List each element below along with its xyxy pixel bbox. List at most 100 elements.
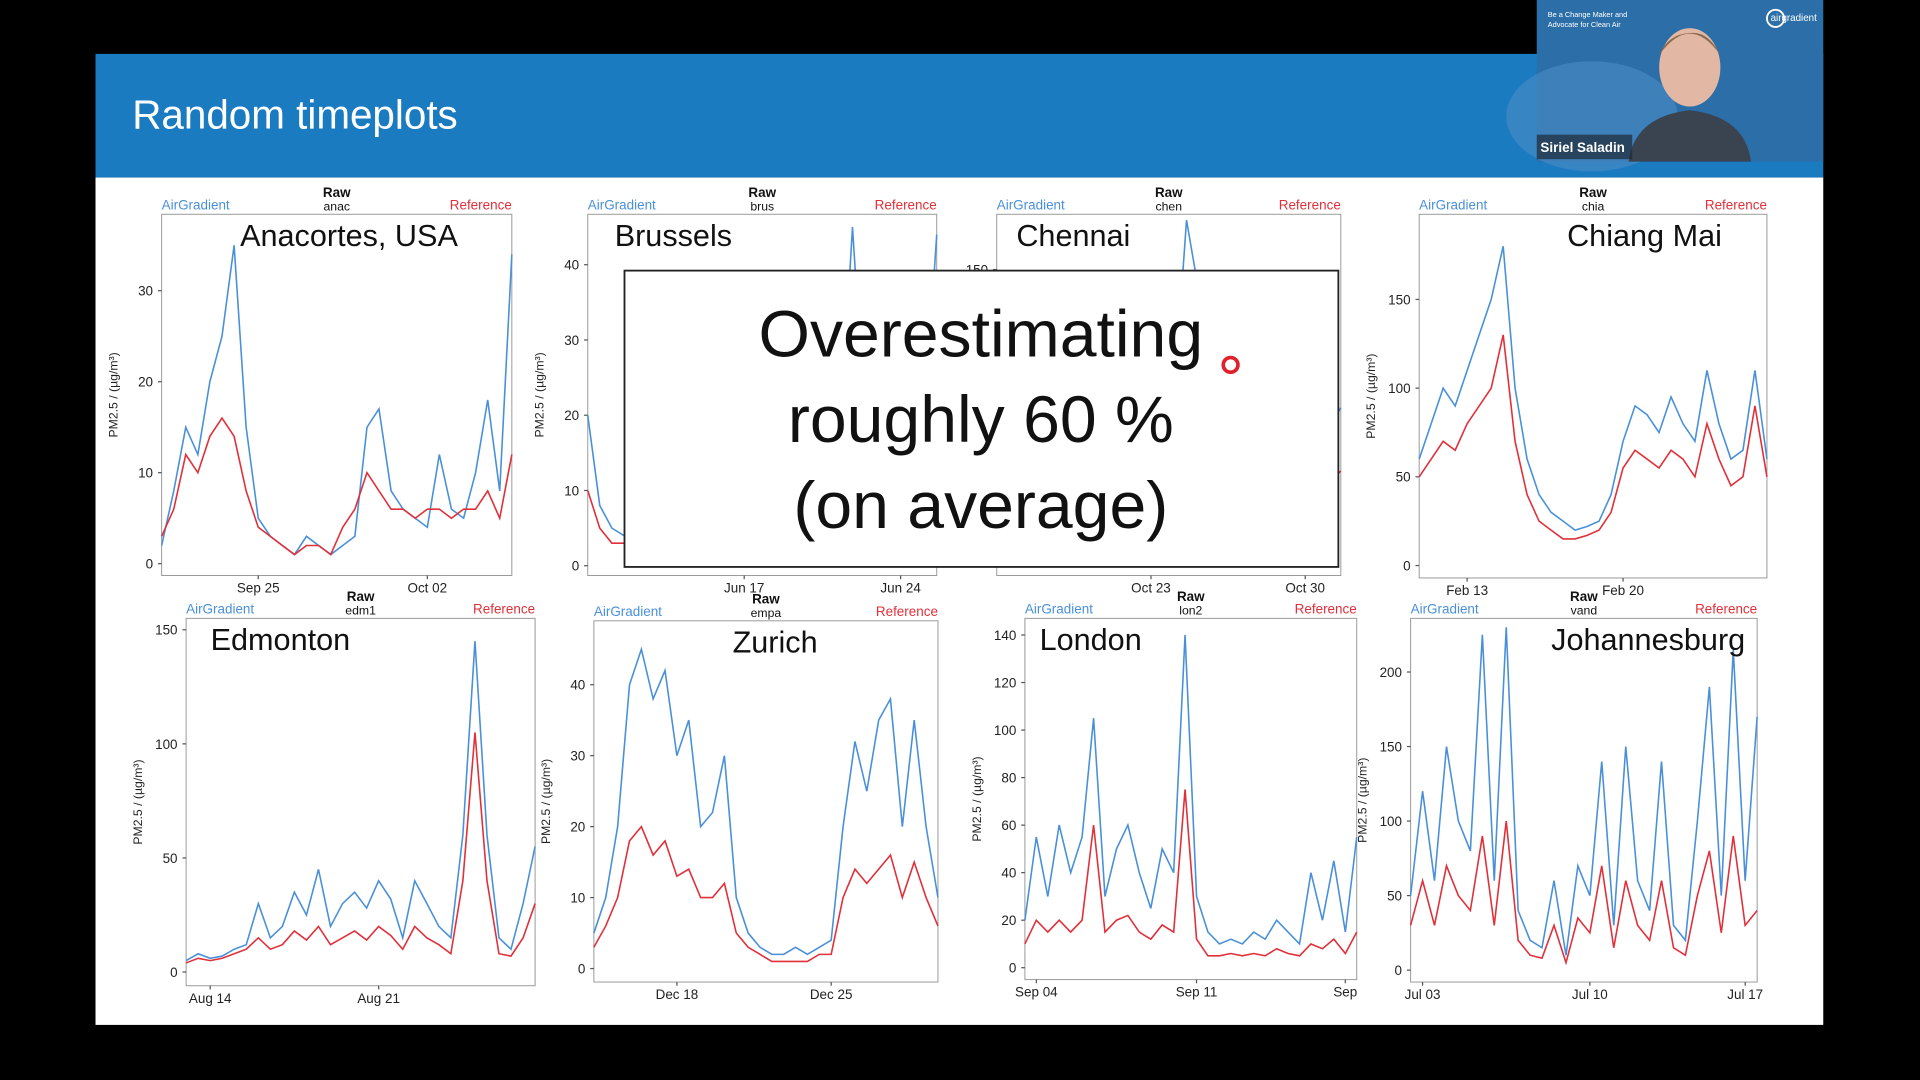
legend-entry: AirGradient <box>588 197 656 212</box>
person-hair <box>1659 32 1721 56</box>
person-body <box>1628 110 1752 162</box>
series-line <box>160 245 513 556</box>
chart-subtitle: anac <box>323 200 350 214</box>
series-line <box>593 825 939 963</box>
chart-header: Raw <box>1570 589 1598 604</box>
y-tick-label: 140 <box>994 628 1016 643</box>
x-tick-label: Jun 17 <box>724 581 764 596</box>
x-tick-label: Oct 02 <box>407 581 447 596</box>
x-tick-label: Dec 25 <box>810 987 853 1002</box>
y-tick-label: 40 <box>570 678 585 693</box>
x-tick-label: Oct 23 <box>1131 581 1171 596</box>
y-tick-label: 50 <box>1387 888 1402 903</box>
chart-header: Raw <box>748 185 776 200</box>
chart-header: Raw <box>752 592 780 607</box>
y-tick-label: 0 <box>572 559 579 574</box>
chart-subtitle: vand <box>1571 604 1598 618</box>
y-axis-label: PM2.5 / (µg/m³) <box>539 759 553 844</box>
y-tick-label: 60 <box>1001 818 1016 833</box>
series-line <box>1024 634 1358 946</box>
overlay: Overestimating roughly 60 % (on average) <box>623 269 1340 568</box>
chart-title: London <box>1040 623 1142 657</box>
x-tick-label: Feb 13 <box>1446 583 1488 598</box>
chart-header: Raw <box>1177 589 1205 604</box>
chart-subtitle: empa <box>751 606 782 620</box>
y-tick-label: 120 <box>994 675 1016 690</box>
name-tag <box>1536 134 1633 160</box>
overlay-line: (on average) <box>793 469 1168 543</box>
series-line <box>1418 334 1768 540</box>
legend-entry: Reference <box>875 197 937 212</box>
y-tick-label: 150 <box>1388 292 1410 307</box>
y-tick-label: 50 <box>1396 470 1411 485</box>
y-tick-label: 50 <box>163 851 178 866</box>
series-line <box>593 646 939 956</box>
plot-area <box>1410 617 1758 983</box>
y-tick-label: 100 <box>1380 814 1402 829</box>
chart-title: Chiang Mai <box>1567 219 1722 253</box>
legend-entry: Reference <box>876 604 938 619</box>
webcam-banner: Be a Change Maker and <box>1548 10 1627 19</box>
chart-header: Raw <box>347 589 375 604</box>
x-tick-label: Jul 03 <box>1405 987 1441 1002</box>
plot-area <box>185 617 536 987</box>
x-tick-label: Jun 24 <box>880 581 921 596</box>
legend-entry: AirGradient <box>997 197 1065 212</box>
series-line <box>185 732 536 964</box>
plot-area <box>1024 617 1358 981</box>
y-tick-label: 20 <box>1001 913 1016 928</box>
overlay-line: Overestimating <box>759 297 1204 371</box>
x-tick-label: Jul 17 <box>1727 987 1763 1002</box>
legend-entry: Reference <box>1705 197 1767 212</box>
y-tick-label: 40 <box>1001 866 1016 881</box>
chart-title: Anacortes, USA <box>240 219 458 253</box>
overlay-box <box>623 269 1340 568</box>
chart-subtitle: edm1 <box>345 604 376 618</box>
x-tick-label: Feb 20 <box>1602 583 1644 598</box>
legend-entry: Reference <box>1295 601 1357 616</box>
chart-title: Zurich <box>733 626 818 660</box>
y-tick-label: 100 <box>155 737 177 752</box>
y-tick-label: 0 <box>1395 963 1402 978</box>
y-tick-label: 150 <box>1380 739 1402 754</box>
legend-entry: AirGradient <box>1025 601 1093 616</box>
series-line <box>185 641 536 962</box>
chart-title: Chennai <box>1016 219 1130 253</box>
plot-area <box>1418 213 1768 579</box>
y-axis-label: PM2.5 / (µg/m³) <box>1356 758 1370 843</box>
y-tick-label: 0 <box>1403 558 1410 573</box>
y-tick-label: 20 <box>570 820 585 835</box>
webcam: Be a Change Maker and Advocate for Clean… <box>1506 0 1824 172</box>
slide-title: Random timeplots <box>132 92 458 138</box>
y-tick-label: 30 <box>570 749 585 764</box>
y-axis-label: PM2.5 / (µg/m³) <box>533 352 547 437</box>
chart-title: Edmonton <box>211 623 351 657</box>
chart-header: Raw <box>1579 185 1607 200</box>
chart-header: Raw <box>323 185 351 200</box>
overlay-line: roughly 60 % <box>788 383 1174 457</box>
y-tick-label: 150 <box>155 623 177 638</box>
webcam-banner: Advocate for Clean Air <box>1548 20 1621 29</box>
y-tick-label: 80 <box>1001 770 1016 785</box>
chart-subtitle: brus <box>750 200 774 214</box>
y-tick-label: 100 <box>1388 381 1410 396</box>
x-tick-label: Aug 21 <box>357 991 400 1006</box>
chart-header: Raw <box>1155 185 1183 200</box>
y-tick-label: 200 <box>1380 665 1402 680</box>
x-tick-label: Jul 10 <box>1572 987 1608 1002</box>
y-tick-label: 20 <box>138 375 153 390</box>
x-tick-label: Sep <box>1333 985 1357 1000</box>
series-line <box>1418 246 1768 531</box>
legend-entry: AirGradient <box>1419 197 1487 212</box>
cursor <box>1221 355 1240 375</box>
plot-area <box>161 213 513 576</box>
y-axis-label: PM2.5 / (µg/m³) <box>107 352 121 437</box>
y-tick-label: 30 <box>564 333 579 348</box>
person-head <box>1659 28 1721 107</box>
x-tick-label: Aug 14 <box>189 991 232 1006</box>
series-line <box>1409 627 1758 956</box>
webcam-logo: airgradient <box>1771 13 1817 24</box>
chart-title: Johannesburg <box>1551 623 1745 657</box>
